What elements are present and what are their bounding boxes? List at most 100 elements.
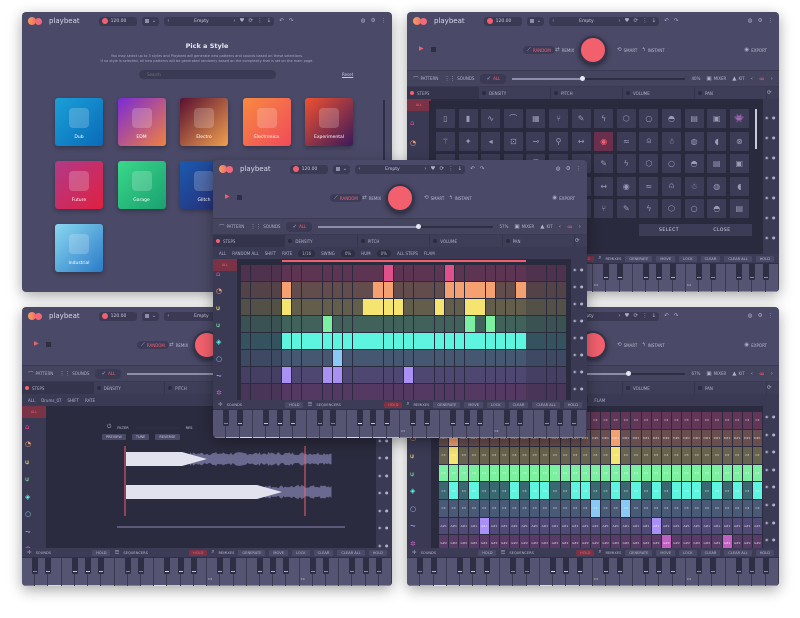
step-cell[interactable] xyxy=(556,367,567,384)
step-cell[interactable] xyxy=(363,299,373,316)
note-step[interactable]: C3 xyxy=(641,412,651,429)
black-key[interactable] xyxy=(417,558,424,574)
lane-tab-steps[interactable]: STEPS xyxy=(22,382,94,394)
step-cell[interactable] xyxy=(342,367,353,384)
black-key[interactable] xyxy=(736,558,743,574)
sound-tile-hexagon-icon[interactable]: ⬡ xyxy=(662,199,681,219)
all-steps-toggle[interactable]: ALL STEPS xyxy=(396,251,418,256)
reverse-button[interactable]: REVERSE xyxy=(155,434,180,440)
note-step[interactable]: C3 xyxy=(520,500,530,517)
chevron-left-icon[interactable]: ‹ xyxy=(558,223,561,230)
sound-tile-broadcast-icon[interactable]: ⚲ xyxy=(549,131,568,151)
note-step[interactable]: G#2 xyxy=(570,535,580,552)
random-button[interactable]: ⟋RANDOM xyxy=(523,46,555,54)
note-step[interactable]: G#2 xyxy=(550,535,560,552)
step-cell[interactable] xyxy=(312,299,322,316)
note-step[interactable]: C3 xyxy=(692,412,702,429)
note-step[interactable]: C3 xyxy=(499,447,509,464)
note-step[interactable]: C3 xyxy=(590,464,600,482)
sound-tile-hand-icon[interactable]: ◉ xyxy=(616,176,636,196)
note-step[interactable]: C3 xyxy=(671,500,681,517)
sound-tile-jar-icon[interactable]: ▤ xyxy=(707,154,727,174)
step-cell[interactable] xyxy=(353,367,363,384)
note-step[interactable]: C3 xyxy=(641,500,651,517)
note-step[interactable]: G#2 xyxy=(712,535,722,552)
pattern-select[interactable]: ⌄ xyxy=(141,311,160,321)
black-key[interactable] xyxy=(483,558,490,574)
step-cell[interactable] xyxy=(404,316,414,333)
sound-tile-battery-icon[interactable]: ▮ xyxy=(458,109,478,128)
step-cell[interactable] xyxy=(291,367,302,384)
note-step[interactable]: C3 xyxy=(722,482,732,499)
solo-icon[interactable]: ● xyxy=(385,490,389,495)
instrument-icon[interactable]: ⍦ xyxy=(25,457,30,466)
note-step[interactable]: C3 xyxy=(651,464,661,482)
note-step[interactable]: C3 xyxy=(661,447,671,464)
solo-icon[interactable]: ● xyxy=(772,135,776,140)
note-step[interactable]: G#2 xyxy=(459,535,469,552)
note-step[interactable]: C3 xyxy=(611,412,621,429)
note-step[interactable]: C3 xyxy=(590,500,600,517)
step-cell[interactable] xyxy=(322,384,332,401)
kit-button[interactable]: ▲KIT xyxy=(540,224,552,230)
step-cell[interactable] xyxy=(465,333,475,350)
globe-icon[interactable]: ◍ xyxy=(747,313,753,319)
step-cell[interactable] xyxy=(393,282,404,299)
step-cell[interactable] xyxy=(404,350,414,367)
step-cell[interactable] xyxy=(546,350,557,367)
step-cell[interactable] xyxy=(404,367,414,384)
step-cell[interactable] xyxy=(536,299,546,316)
play-icon[interactable]: ▶ xyxy=(419,45,424,52)
step-cell[interactable] xyxy=(251,265,261,282)
instrument-icon[interactable]: ◈ xyxy=(25,492,31,501)
step-cell[interactable] xyxy=(302,333,312,350)
note-step[interactable]: C3 xyxy=(722,412,732,429)
step-cell[interactable] xyxy=(434,282,445,299)
visibility-icon[interactable]: ◉ xyxy=(573,318,577,323)
generate-button[interactable] xyxy=(386,184,414,212)
note-step[interactable]: C3 xyxy=(722,500,732,517)
note-step[interactable]: C3 xyxy=(611,500,621,517)
sounds-toggle[interactable]: ⋮⋮SOUNDS xyxy=(444,76,474,82)
instrument-icon[interactable]: ⏦ xyxy=(216,371,222,380)
note-step[interactable]: C3 xyxy=(712,412,722,429)
note-step[interactable]: C3 xyxy=(752,447,762,464)
step-cell[interactable] xyxy=(261,265,271,282)
note-step[interactable]: C3 xyxy=(560,464,570,482)
pattern-toggle[interactable]: ⌒PATTERN xyxy=(28,370,53,378)
note-step[interactable]: C3 xyxy=(601,412,611,429)
more-icon[interactable]: ⋮ xyxy=(642,18,648,24)
step-cell[interactable] xyxy=(495,316,506,333)
step-cell[interactable] xyxy=(465,316,475,333)
note-step[interactable]: C3 xyxy=(540,482,550,499)
remix-action-move[interactable]: MOVE xyxy=(464,401,484,408)
note-step[interactable]: G#2 xyxy=(702,535,712,552)
black-key[interactable] xyxy=(190,558,197,574)
visibility-icon[interactable]: ◉ xyxy=(765,215,769,220)
note-step[interactable]: C3 xyxy=(520,482,530,499)
instrument-icon[interactable]: ○ xyxy=(25,510,32,519)
black-key[interactable] xyxy=(283,558,290,574)
step-cell[interactable] xyxy=(393,265,404,282)
note-step[interactable]: C3 xyxy=(540,464,550,482)
lane-sync-icon[interactable]: ⟳ xyxy=(575,238,580,244)
step-cell[interactable] xyxy=(465,367,475,384)
more-icon[interactable]: ⋮ xyxy=(642,313,648,319)
note-step[interactable]: C3 xyxy=(732,447,742,464)
link-icon[interactable]: ∞ xyxy=(566,222,573,231)
visibility-icon[interactable]: ◉ xyxy=(765,502,769,507)
instrument-icon[interactable]: ○ xyxy=(410,504,417,513)
instrument-icon[interactable]: ⌂ xyxy=(410,119,415,127)
white-key[interactable] xyxy=(140,558,155,586)
note-step[interactable]: C3 xyxy=(641,482,651,499)
step-cell[interactable] xyxy=(342,384,353,401)
step-cell[interactable] xyxy=(322,367,332,384)
note-step[interactable]: A#1 xyxy=(682,517,692,535)
white-key[interactable] xyxy=(386,410,401,438)
step-cell[interactable] xyxy=(424,333,434,350)
play-icon[interactable]: ▶ xyxy=(225,193,230,200)
note-step[interactable]: A#1 xyxy=(540,517,550,535)
step-cell[interactable] xyxy=(434,333,445,350)
note-step[interactable]: C3 xyxy=(752,482,762,499)
instrument-icon[interactable]: ◔ xyxy=(410,139,417,147)
